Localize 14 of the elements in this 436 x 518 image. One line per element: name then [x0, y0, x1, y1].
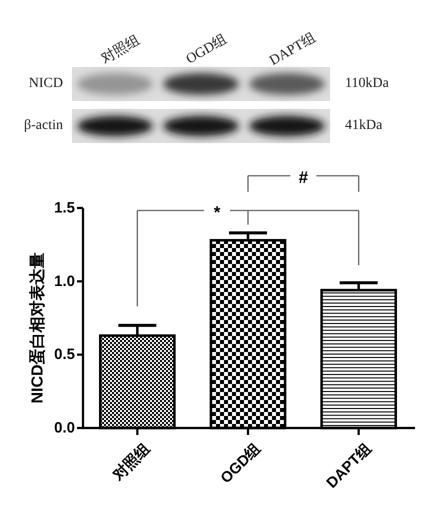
y-tick-label: 1.5: [54, 200, 75, 216]
y-axis-title: NICD蛋白相对表达量: [30, 252, 46, 404]
row-label: β-actin: [24, 118, 63, 134]
lane-label: 对照组: [98, 32, 143, 67]
x-tick-label: 对照组: [110, 440, 154, 484]
y-tick-label: 0.5: [54, 346, 75, 364]
y-tick-label: 0.0: [54, 420, 75, 436]
annotation: #: [298, 168, 308, 188]
lane-label: OGD组: [184, 32, 230, 68]
row-label-right: 41kDa: [345, 118, 382, 134]
y-tick-label: 1.0: [54, 272, 75, 290]
row-label: NICD: [28, 76, 63, 92]
annotation: *: [214, 203, 220, 222]
row-label-right: 110kDa: [345, 76, 389, 92]
